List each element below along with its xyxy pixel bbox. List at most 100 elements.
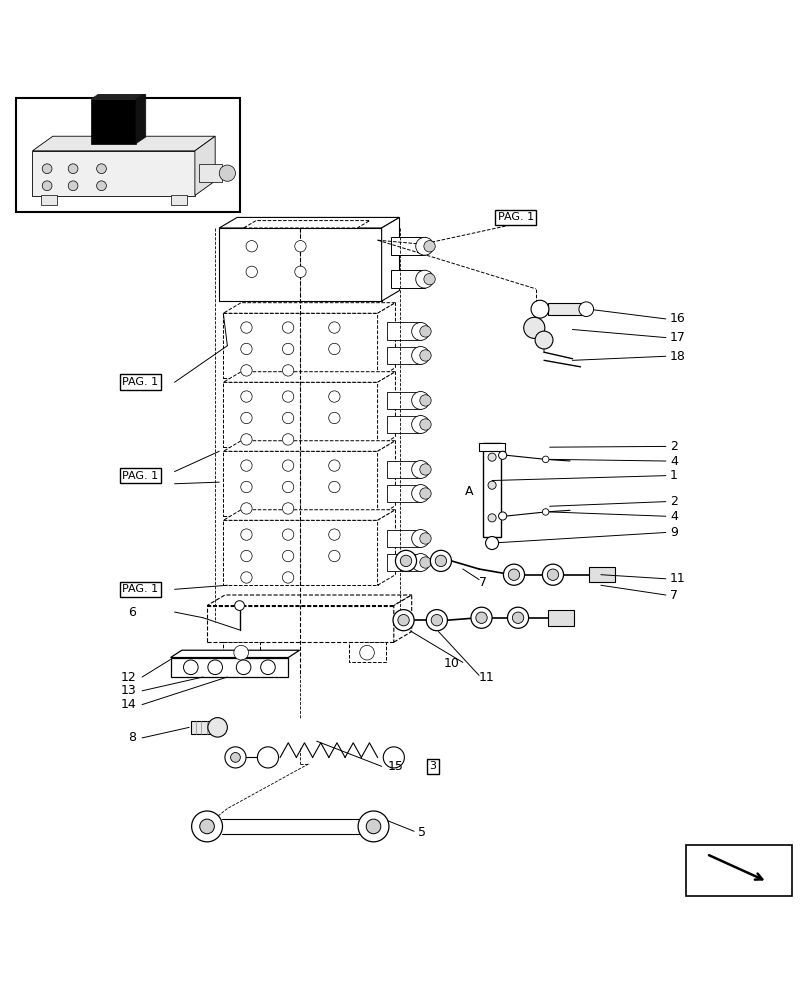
Bar [223,313,377,378]
Circle shape [246,241,257,252]
Circle shape [328,322,340,333]
Circle shape [42,181,52,191]
Circle shape [282,529,294,540]
Circle shape [294,266,306,278]
Polygon shape [243,221,369,228]
Bar [191,721,213,734]
Text: 7: 7 [669,589,677,602]
Text: 10: 10 [444,657,460,670]
Circle shape [294,241,306,252]
Circle shape [236,660,251,675]
Circle shape [240,412,251,424]
Circle shape [411,554,429,571]
Text: 4: 4 [669,510,677,523]
Circle shape [503,564,524,585]
Circle shape [328,460,340,471]
Polygon shape [386,347,420,364]
Text: 14: 14 [121,698,136,711]
Bar [588,567,614,582]
Text: PAG. 1: PAG. 1 [497,212,533,222]
Text: 13: 13 [121,684,136,697]
Circle shape [42,164,52,174]
Polygon shape [377,372,395,447]
Circle shape [191,811,222,842]
Polygon shape [219,217,399,228]
Circle shape [475,612,487,623]
Circle shape [383,747,404,768]
Circle shape [282,481,294,493]
Circle shape [257,747,278,768]
Circle shape [68,164,78,174]
Circle shape [430,550,451,571]
Polygon shape [223,372,395,382]
Text: 16: 16 [669,312,684,325]
Polygon shape [386,392,420,409]
Bar [483,443,500,537]
Circle shape [393,610,414,631]
Circle shape [282,460,294,471]
Circle shape [240,460,251,471]
Circle shape [208,718,227,737]
Bar [223,451,377,516]
Text: 2: 2 [669,440,677,453]
Polygon shape [223,441,395,451]
Polygon shape [170,650,299,658]
Bar [16,98,239,212]
Bar [207,606,393,642]
Circle shape [542,509,548,515]
Circle shape [230,753,240,762]
Circle shape [419,326,431,337]
Circle shape [547,569,558,580]
Text: 7: 7 [478,576,487,589]
Bar [170,658,288,677]
Circle shape [498,512,506,520]
Circle shape [240,391,251,402]
Text: 9: 9 [669,526,677,539]
Polygon shape [381,217,399,301]
Text: 18: 18 [669,350,685,363]
Circle shape [419,395,431,406]
Circle shape [68,181,78,191]
Polygon shape [377,441,395,516]
Circle shape [328,550,340,562]
Circle shape [534,331,552,349]
Text: A: A [464,485,472,498]
Circle shape [423,273,435,285]
Circle shape [240,343,251,355]
Text: 12: 12 [121,671,136,684]
Polygon shape [390,237,424,255]
Circle shape [411,347,429,364]
Circle shape [485,537,498,550]
Circle shape [328,529,340,540]
Circle shape [282,365,294,376]
Circle shape [419,533,431,544]
Text: 3: 3 [429,761,436,771]
Polygon shape [135,92,146,144]
Polygon shape [386,416,420,433]
Circle shape [282,412,294,424]
Circle shape [97,181,106,191]
Circle shape [411,392,429,409]
Bar [478,443,504,451]
Circle shape [411,461,429,478]
Bar [41,195,57,205]
Bar [685,845,791,896]
Circle shape [530,300,548,318]
Circle shape [208,660,222,675]
Text: PAG. 1: PAG. 1 [122,377,158,387]
Circle shape [578,302,593,316]
Circle shape [282,391,294,402]
Bar [219,228,381,301]
Circle shape [282,503,294,514]
Circle shape [183,660,198,675]
Circle shape [282,434,294,445]
Circle shape [419,488,431,499]
Circle shape [282,343,294,355]
Polygon shape [386,485,420,502]
Bar [223,520,377,585]
Circle shape [419,350,431,361]
Circle shape [240,529,251,540]
Circle shape [358,811,388,842]
Circle shape [415,237,433,255]
Circle shape [411,322,429,340]
